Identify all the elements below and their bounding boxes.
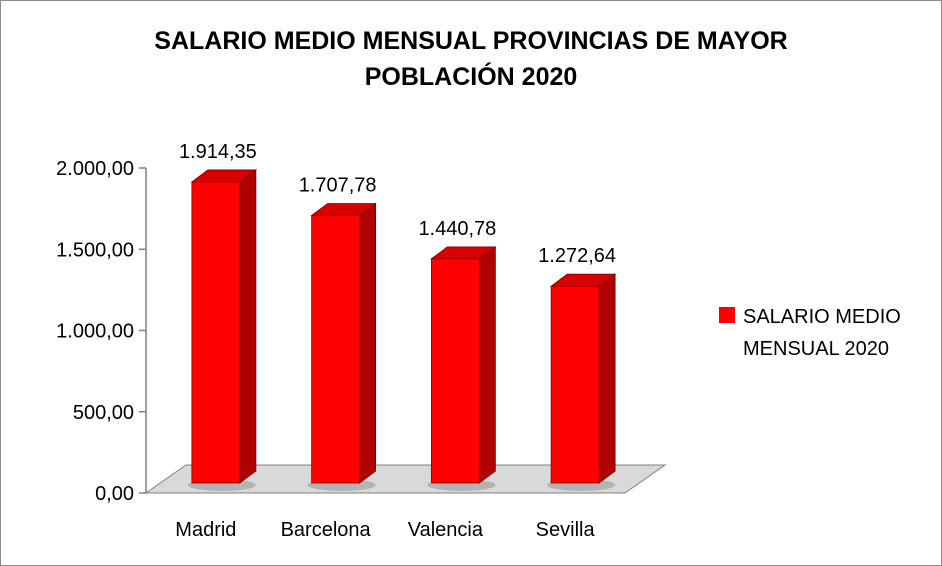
bar-front [311,215,361,484]
bar-valencia [430,246,497,484]
bar-series [187,169,617,491]
floor-plane [144,464,667,494]
bar-side [359,202,377,484]
bar-sevilla [549,273,617,484]
chart-title: SALARIO MEDIO MENSUAL PROVINCIAS DE MAYO… [61,23,881,95]
bar-side [478,246,496,484]
x-tick-label: Madrid [175,519,236,541]
bar-front [191,181,241,484]
bar-side [239,169,257,484]
value-axis: 0,00 500,00 1.000,00 1.500,00 2.000,00 [56,158,147,505]
y-tick-label: 0,00 [95,483,134,505]
legend-swatch [719,307,735,323]
chart-title-line2: POBLACIÓN 2020 [364,63,578,91]
chart-title-line1: SALARIO MEDIO MENSUAL PROVINCIAS DE MAYO… [154,27,788,55]
legend-label-line1: SALARIO MEDIO [743,306,901,328]
legend-label-line2: MENSUAL 2020 [743,338,889,360]
x-tick-label: Barcelona [281,519,372,541]
data-label: 1.272,64 [538,245,616,267]
category-axis: Madrid Barcelona Valencia Sevilla [175,519,595,541]
y-tick-label: 500,00 [73,402,134,424]
y-tick-label: 1.000,00 [56,321,134,343]
data-labels: 1.914,35 1.707,78 1.440,78 1.272,64 [179,141,616,267]
bar-barcelona [310,202,377,484]
bar-madrid [190,169,258,484]
data-label: 1.914,35 [179,141,257,163]
data-label: 1.440,78 [418,218,496,240]
legend: SALARIO MEDIO MENSUAL 2020 [719,306,901,360]
y-tick-label: 1.500,00 [56,239,134,261]
x-tick-label: Valencia [408,519,484,541]
bar-front [550,285,600,484]
data-label: 1.707,78 [299,174,377,196]
bar-side [598,273,616,484]
y-tick-label: 2.000,00 [56,158,134,180]
bar-front [430,258,480,484]
chart-floor [144,464,667,494]
x-tick-label: Sevilla [536,519,596,541]
